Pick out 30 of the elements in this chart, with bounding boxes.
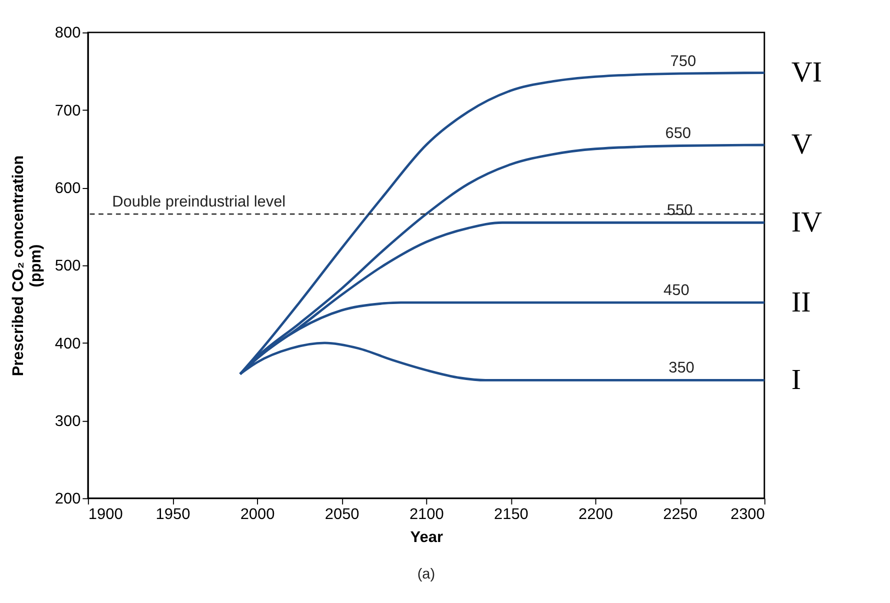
series-label: IV bbox=[791, 206, 822, 238]
x-tick-label: 2100 bbox=[409, 506, 444, 523]
y-tick-label: 700 bbox=[54, 102, 81, 120]
x-tick-label: 2150 bbox=[494, 506, 528, 523]
x-axis-title: Year bbox=[410, 529, 443, 546]
series-label: V bbox=[791, 128, 812, 161]
x-tick-label: 2200 bbox=[578, 506, 613, 523]
annotation: 650 bbox=[665, 125, 692, 142]
y-tick-label: 200 bbox=[54, 490, 81, 508]
y-tick-label: 400 bbox=[54, 335, 81, 352]
series-label: II bbox=[791, 286, 811, 318]
text: (a) bbox=[417, 566, 436, 582]
x-tick-label: 2250 bbox=[663, 506, 698, 523]
ref-line-label: Double preindustrial level bbox=[112, 193, 286, 210]
x-tick-label: 1950 bbox=[156, 506, 190, 523]
annotation: 350 bbox=[668, 359, 694, 376]
y-tick-label: 800 bbox=[54, 24, 81, 42]
y-tick-label: 500 bbox=[54, 258, 81, 275]
y-axis-title: Prescribed CO₂ concentration (ppm) bbox=[10, 155, 44, 376]
x-tick-label: 2300 bbox=[730, 506, 765, 523]
x-tick-label: 2050 bbox=[324, 506, 360, 523]
y-tick-label: 300 bbox=[54, 412, 81, 430]
annotation: 550 bbox=[666, 202, 693, 219]
x-tick-label: 2000 bbox=[240, 506, 275, 523]
annotation: 750 bbox=[670, 52, 696, 70]
x-tick-label: 1900 bbox=[88, 506, 123, 523]
y-tick-label: 600 bbox=[54, 180, 81, 197]
series-label: VI bbox=[791, 56, 822, 88]
series-label: I bbox=[791, 364, 802, 396]
annotation: 450 bbox=[664, 282, 690, 299]
